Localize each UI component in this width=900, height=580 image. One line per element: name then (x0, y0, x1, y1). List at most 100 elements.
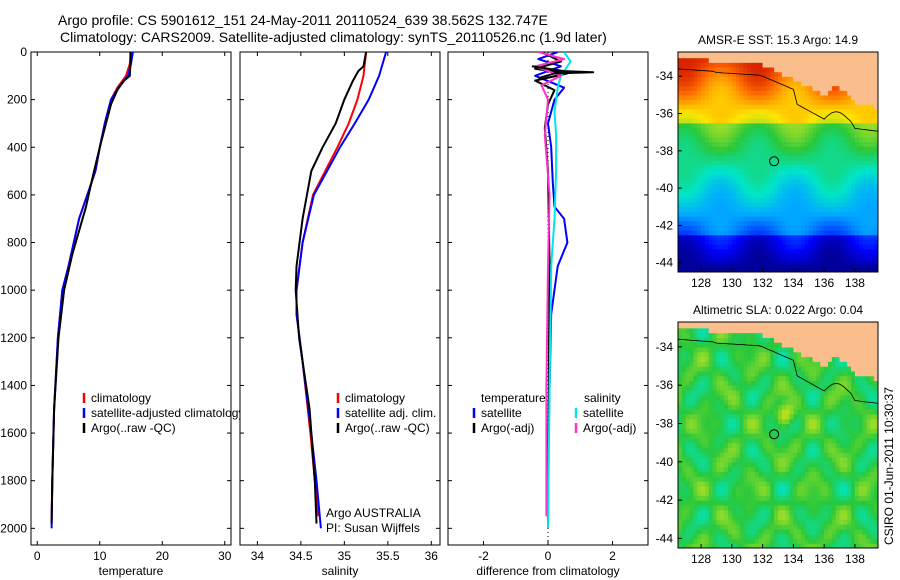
x-tick-label: 30 (218, 549, 232, 563)
map-cell (812, 447, 818, 453)
map-cell (712, 399, 718, 405)
map-cell (824, 399, 829, 405)
map-cell (678, 476, 683, 482)
map-cell (712, 480, 718, 487)
map-cell (793, 447, 798, 453)
map-cell (808, 461, 814, 468)
map-cell (735, 76, 741, 82)
salinity-panel: 34 34.5 35 35.5 36salinityclimatologysatelli… (239, 51, 441, 578)
map-cell (797, 342, 802, 348)
map-cell (751, 322, 756, 324)
map-cell (847, 234, 852, 240)
map-cell (839, 146, 844, 152)
map-cell (754, 461, 760, 468)
map-cell (697, 514, 702, 520)
map-cell (743, 480, 748, 487)
map-cell (728, 146, 733, 152)
map-cell (781, 104, 787, 110)
map-cell (828, 174, 833, 180)
map-cell (847, 404, 852, 410)
map-cell (766, 533, 771, 540)
map-cell (731, 160, 737, 166)
map-cell (697, 160, 702, 166)
map-cell (747, 404, 752, 410)
map-cell (704, 90, 710, 96)
map-cell (858, 146, 864, 152)
map-cell (747, 361, 752, 367)
map-cell (847, 370, 852, 377)
map-cell (770, 118, 775, 124)
map-cell (870, 169, 875, 175)
map-cell (828, 164, 833, 171)
map-cell (847, 342, 852, 348)
map-cell (847, 62, 852, 68)
map-cell (778, 480, 783, 487)
map-cell (693, 524, 698, 530)
map-cell (724, 230, 729, 236)
map-cell (870, 164, 875, 171)
map-cell (678, 262, 683, 268)
map-cell (839, 433, 844, 439)
map-cell (793, 380, 798, 386)
map-cell (831, 118, 837, 124)
map-cell (739, 351, 744, 358)
map-cell (797, 485, 802, 492)
map-cell (724, 509, 729, 516)
map-cell (824, 211, 829, 217)
map-cell (831, 413, 837, 420)
map-cell (862, 104, 868, 110)
map-cell (754, 514, 760, 520)
map-cell (839, 394, 844, 401)
map-cell (762, 495, 768, 501)
map-cell (793, 220, 798, 226)
map-cell (708, 225, 714, 231)
map-cell (824, 490, 829, 496)
map-cell (681, 206, 687, 213)
map-cell (708, 404, 714, 410)
map-cell (812, 99, 818, 105)
map-cell (854, 155, 860, 161)
map-cell (754, 394, 760, 401)
map-cell (754, 202, 760, 208)
map-cell (804, 188, 810, 194)
map-cell (866, 192, 871, 199)
map-cell (697, 94, 702, 101)
map-cell (701, 346, 706, 353)
map-cell (689, 253, 694, 259)
map-cell (843, 62, 848, 68)
map-cell (835, 192, 841, 199)
map-cell (701, 342, 706, 348)
map-cell (847, 447, 852, 453)
map-cell (854, 385, 860, 391)
map-cell (843, 239, 848, 245)
map-cell (808, 409, 814, 415)
map-cell (789, 509, 794, 516)
map-cell (770, 385, 775, 391)
map-cell (762, 104, 768, 110)
map-cell (858, 253, 864, 259)
map-cell (747, 471, 752, 477)
map-cell (758, 225, 764, 231)
map-cell (704, 538, 710, 544)
map-cell (697, 528, 702, 535)
map-cell (678, 183, 683, 189)
map-cell (758, 442, 764, 449)
salinity-legend-label: satellite adj. clim. (345, 406, 436, 420)
map-cell (754, 262, 760, 268)
map-cell (712, 389, 718, 396)
map-cell (812, 122, 818, 129)
map-cell (720, 528, 725, 535)
map-cell (751, 361, 756, 367)
map-cell (716, 262, 721, 268)
map-cell (858, 413, 864, 420)
map-cell (681, 356, 687, 362)
map-cell (678, 192, 683, 199)
map-cell (843, 136, 848, 143)
map-cell (866, 150, 871, 157)
map-cell (812, 514, 818, 520)
map-cell (808, 169, 814, 175)
map-cell (712, 267, 718, 272)
map-cell (762, 52, 768, 54)
map-cell (731, 192, 737, 199)
map-cell (820, 164, 825, 171)
